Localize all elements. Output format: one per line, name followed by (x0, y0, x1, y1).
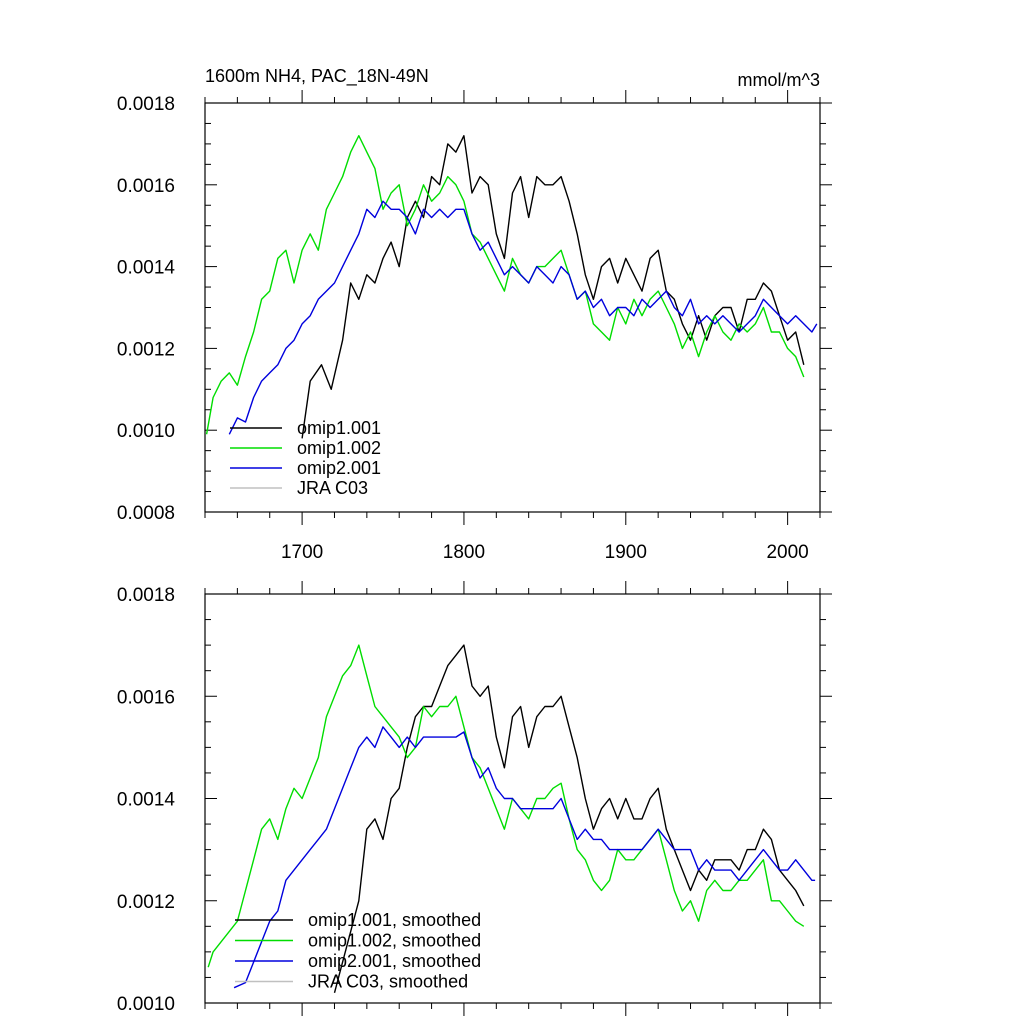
legend-label: omip1.001, smoothed (308, 910, 481, 930)
series-line (228, 200, 818, 435)
y-tick-label: 0.0010 (117, 421, 175, 442)
y-tick-label: 0.0012 (117, 339, 175, 360)
y-tick-label: 0.0008 (117, 503, 175, 524)
legend-label: JRA C03, smoothed (308, 972, 468, 992)
bottom-ticks (204, 581, 832, 1016)
top-ticks (204, 90, 832, 525)
y-tick-label: 0.0014 (117, 790, 176, 811)
bottom-y-tick-labels: 0.0010 0.0012 0.0014 0.0016 0.0018 (117, 585, 176, 1015)
legend-label: omip1.002, smoothed (308, 931, 481, 951)
bottom-series-lines (207, 644, 816, 993)
series-line (207, 644, 805, 968)
bottom-panel: 0.0010 0.0012 0.0014 0.0016 0.0018 omip1.001… (117, 581, 832, 1016)
top-y-tick-labels: 0.0008 0.0010 0.0012 0.0014 0.0016 0.0018 (117, 94, 176, 524)
series-line (301, 135, 805, 439)
y-tick-label: 0.0018 (117, 94, 175, 115)
series-line (233, 726, 816, 989)
top-panel: 1600m NH4, PAC_18N-49N mmol/m^3 1700 1800… (117, 66, 832, 563)
series-line (205, 135, 805, 435)
legend-label: omip2.001, smoothed (308, 951, 481, 971)
y-tick-label: 0.0012 (117, 892, 175, 913)
top-panel-units: mmol/m^3 (738, 70, 820, 90)
y-tick-label: 0.0010 (117, 994, 175, 1015)
y-tick-label: 0.0018 (117, 585, 175, 606)
series-line (333, 644, 805, 993)
legend-label: omip1.001 (297, 418, 381, 438)
legend-label: omip2.001 (297, 458, 381, 478)
x-tick-label: 2000 (766, 542, 808, 563)
y-tick-label: 0.0014 (117, 258, 176, 279)
legend-label: JRA C03 (297, 478, 368, 498)
top-x-tick-labels: 1700 1800 1900 2000 (281, 542, 809, 563)
x-tick-label: 1700 (281, 542, 323, 563)
top-panel-title: 1600m NH4, PAC_18N-49N (205, 66, 429, 87)
x-tick-label: 1800 (443, 542, 485, 563)
legend-label: omip1.002 (297, 438, 381, 458)
top-series-lines (205, 135, 818, 439)
y-tick-label: 0.0016 (117, 687, 175, 708)
x-tick-label: 1900 (605, 542, 647, 563)
y-tick-label: 0.0016 (117, 176, 175, 197)
